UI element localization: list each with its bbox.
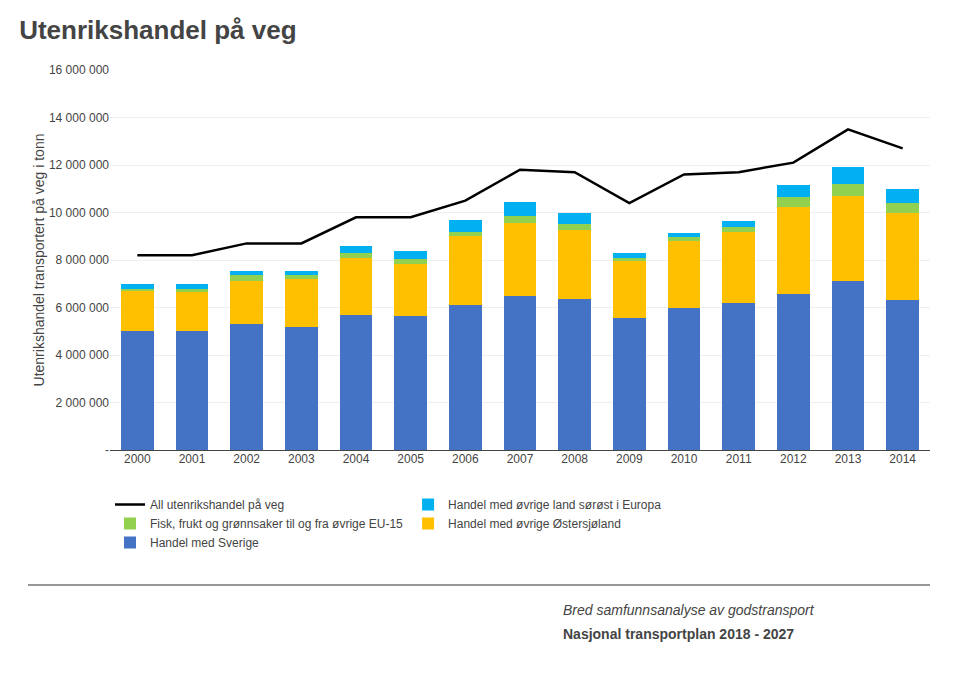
svg-text:2002: 2002 [233, 452, 260, 466]
svg-text:6 000 000: 6 000 000 [56, 301, 110, 315]
svg-text:All utenrikshandel på veg: All utenrikshandel på veg [150, 498, 284, 512]
svg-text:2001: 2001 [179, 452, 206, 466]
svg-text:16 000 000: 16 000 000 [49, 63, 109, 77]
svg-text:14 000 000: 14 000 000 [49, 111, 109, 125]
svg-text:4 000 000: 4 000 000 [56, 348, 110, 362]
svg-text:Handel med Sverige: Handel med Sverige [150, 536, 259, 550]
svg-text:Utenrikshandel transportert på: Utenrikshandel transportert på veg i ton… [31, 134, 47, 387]
svg-text:Utenrikshandel på veg: Utenrikshandel på veg [19, 15, 296, 45]
svg-text:10 000 000: 10 000 000 [49, 206, 109, 220]
svg-text:2 000 000: 2 000 000 [56, 396, 110, 410]
svg-text:2005: 2005 [397, 452, 424, 466]
svg-text:Handel med øvrige land sørøst: Handel med øvrige land sørøst i Europa [448, 498, 661, 512]
svg-text:2012: 2012 [780, 452, 807, 466]
svg-text:Fisk, frukt og grønnsaker til: Fisk, frukt og grønnsaker til og fra øvr… [150, 517, 403, 531]
svg-text:Nasjonal transportplan 2018 -: Nasjonal transportplan 2018 - 2027 [563, 626, 794, 642]
svg-text:2004: 2004 [343, 452, 370, 466]
svg-text:2000: 2000 [124, 452, 151, 466]
svg-text:2014: 2014 [889, 452, 916, 466]
svg-text:Bred samfunnsanalyse av godstr: Bred samfunnsanalyse av godstransport [563, 602, 815, 618]
svg-text:2006: 2006 [452, 452, 479, 466]
svg-text:2008: 2008 [561, 452, 588, 466]
svg-text:2011: 2011 [726, 452, 752, 466]
svg-text:2013: 2013 [835, 452, 862, 466]
svg-text:8 000 000: 8 000 000 [56, 253, 110, 267]
svg-text:12 000 000: 12 000 000 [49, 158, 109, 172]
svg-text:2007: 2007 [507, 452, 534, 466]
svg-text:-: - [105, 443, 109, 457]
svg-text:2003: 2003 [288, 452, 315, 466]
svg-text:2009: 2009 [616, 452, 643, 466]
svg-text:2010: 2010 [671, 452, 698, 466]
svg-text:Handel med øvrige Østersjøland: Handel med øvrige Østersjøland [448, 517, 621, 531]
